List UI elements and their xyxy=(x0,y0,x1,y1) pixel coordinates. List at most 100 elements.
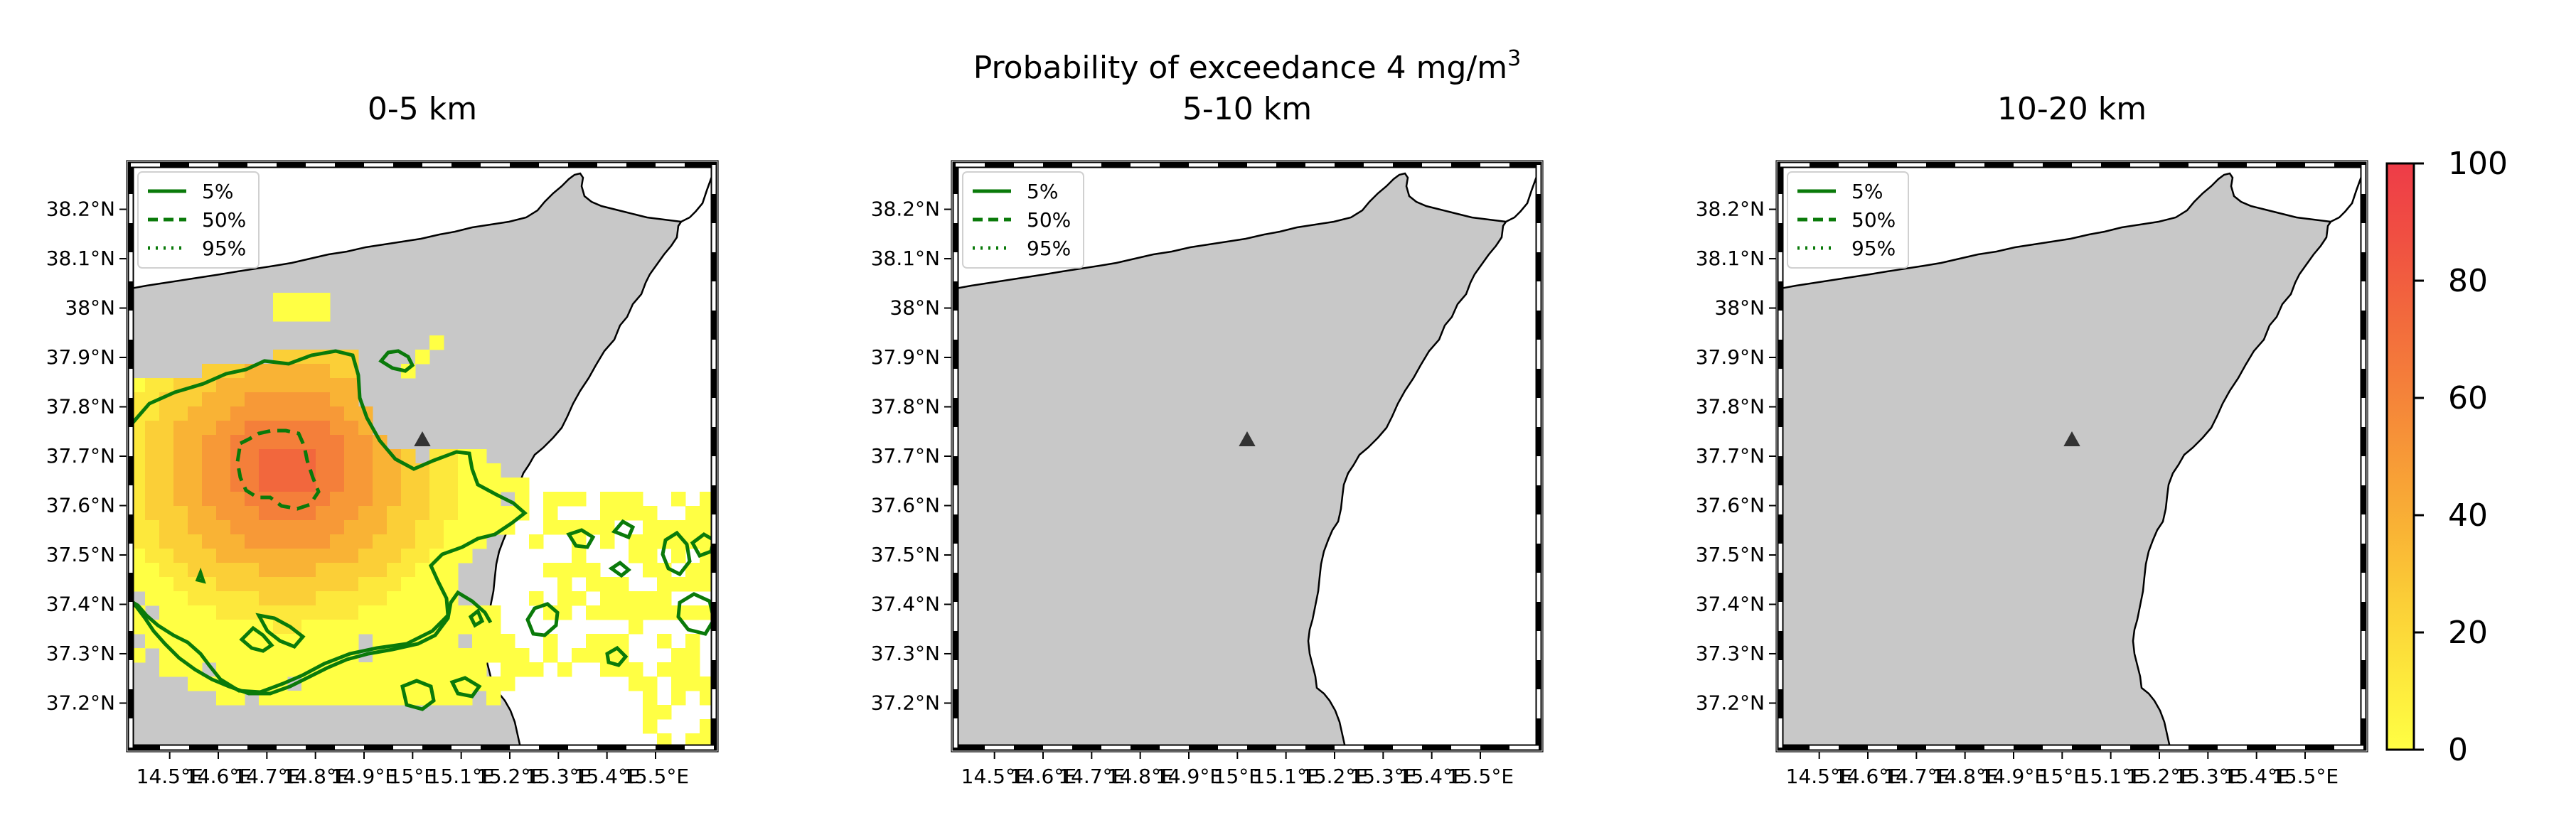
lat-tick-labels: 38.2°N 38.1°N 38°N 37.9°N 37.8°N 37.7°N 37.6°N… xyxy=(1696,198,1776,714)
probability-cell xyxy=(373,691,388,706)
probability-cell xyxy=(330,435,345,450)
colorbar: 100 80 60 40 20 0 xyxy=(2385,146,2508,768)
probability-cell xyxy=(301,648,316,663)
probability-cell xyxy=(287,605,302,620)
probability-cell xyxy=(173,435,188,450)
probability-cell xyxy=(657,662,672,677)
probability-cell xyxy=(415,577,430,592)
probability-cell xyxy=(344,478,359,492)
probability-cell xyxy=(230,506,245,521)
probability-cell xyxy=(415,534,430,549)
probability-cell xyxy=(145,378,160,393)
probability-cell xyxy=(159,577,174,592)
lat-tick-labels: 38.2°N 38.1°N 38°N 37.9°N 37.8°N 37.7°N 37.6°N… xyxy=(871,198,951,714)
probability-cell xyxy=(401,620,416,635)
probability-cell xyxy=(188,435,203,450)
probability-cell xyxy=(202,634,217,649)
colorbar-tick-label: 0 xyxy=(2448,732,2468,768)
probability-cell xyxy=(230,492,245,507)
probability-cell xyxy=(586,605,601,620)
probability-cell xyxy=(202,392,217,407)
probability-cell xyxy=(245,378,260,393)
colorbar-gradient xyxy=(2385,162,2415,751)
probability-cell xyxy=(216,378,231,393)
probability-cell xyxy=(131,563,146,578)
probability-cell xyxy=(301,364,316,379)
lon-tick-label: 14.8°E xyxy=(282,765,349,788)
probability-cell xyxy=(159,634,174,649)
probability-cell xyxy=(316,406,331,421)
probability-cell xyxy=(501,506,515,521)
probability-cell xyxy=(472,520,487,535)
probability-cell xyxy=(429,662,444,677)
probability-cell xyxy=(145,534,160,549)
probability-cell xyxy=(358,662,373,677)
probability-cell xyxy=(671,577,686,592)
probability-cell xyxy=(259,378,274,393)
probability-cell xyxy=(316,449,331,464)
vent-marker xyxy=(414,431,431,446)
probability-cell xyxy=(557,662,572,677)
probability-cell xyxy=(387,648,402,663)
lon-tick-label: 15.3°E xyxy=(525,765,592,788)
probability-cell xyxy=(629,549,643,564)
probability-cell xyxy=(444,492,459,507)
lon-tick-label: 15.5°E xyxy=(622,765,689,788)
probability-cell xyxy=(614,506,629,521)
contour-5-percent xyxy=(131,349,714,711)
probability-cell xyxy=(444,563,459,578)
lat-tick-label: 38.2°N xyxy=(1696,198,1765,221)
probability-cell xyxy=(373,563,388,578)
probability-cell xyxy=(273,364,288,379)
probability-cell xyxy=(287,520,302,535)
probability-cell xyxy=(429,463,444,478)
probability-cell xyxy=(401,549,416,564)
probability-cell xyxy=(173,648,188,663)
probability-cell xyxy=(643,691,658,706)
probability-cell xyxy=(316,620,331,635)
probability-cell xyxy=(159,449,174,464)
probability-cell xyxy=(344,591,359,606)
probability-cell xyxy=(387,662,402,677)
lat-tick-label: 37.3°N xyxy=(46,642,115,665)
probability-cell xyxy=(202,534,217,549)
probability-cell xyxy=(287,364,302,379)
probability-cell xyxy=(415,591,430,606)
probability-cell xyxy=(145,478,160,492)
probability-cell xyxy=(586,648,601,663)
probability-cell xyxy=(429,549,444,564)
lat-tick-label: 38.1°N xyxy=(46,247,115,270)
probability-cell xyxy=(344,406,359,421)
colorbar-tick-label: 40 xyxy=(2448,497,2488,534)
probability-cell xyxy=(486,691,501,706)
probability-cell xyxy=(415,506,430,521)
probability-cell xyxy=(358,605,373,620)
probability-cell xyxy=(287,449,302,464)
probability-cell xyxy=(401,577,416,592)
probability-cell xyxy=(444,648,459,663)
probability-cell xyxy=(273,506,288,521)
probability-cell xyxy=(301,378,316,393)
probability-cell xyxy=(700,520,714,535)
probability-cell xyxy=(145,520,160,535)
lon-tick-label: 14.6°E xyxy=(1834,765,1901,788)
probability-cell xyxy=(273,435,288,450)
probability-cell xyxy=(259,563,274,578)
probability-cell xyxy=(287,662,302,677)
probability-cell xyxy=(373,662,388,677)
probability-cell xyxy=(188,591,203,606)
probability-cell xyxy=(643,719,658,734)
probability-cell xyxy=(557,492,572,507)
probability-cell xyxy=(415,620,430,635)
probability-cell xyxy=(131,492,146,507)
probability-cell xyxy=(643,705,658,720)
probability-cell xyxy=(188,492,203,507)
probability-cell xyxy=(415,520,430,535)
probability-cell xyxy=(287,549,302,564)
lon-tick-label: 14.9°E xyxy=(331,765,397,788)
probability-cell xyxy=(543,506,558,521)
probability-cell xyxy=(700,506,714,521)
probability-cell xyxy=(145,591,160,606)
probability-cell xyxy=(415,662,430,677)
lon-tick-label: 14.6°E xyxy=(185,765,252,788)
